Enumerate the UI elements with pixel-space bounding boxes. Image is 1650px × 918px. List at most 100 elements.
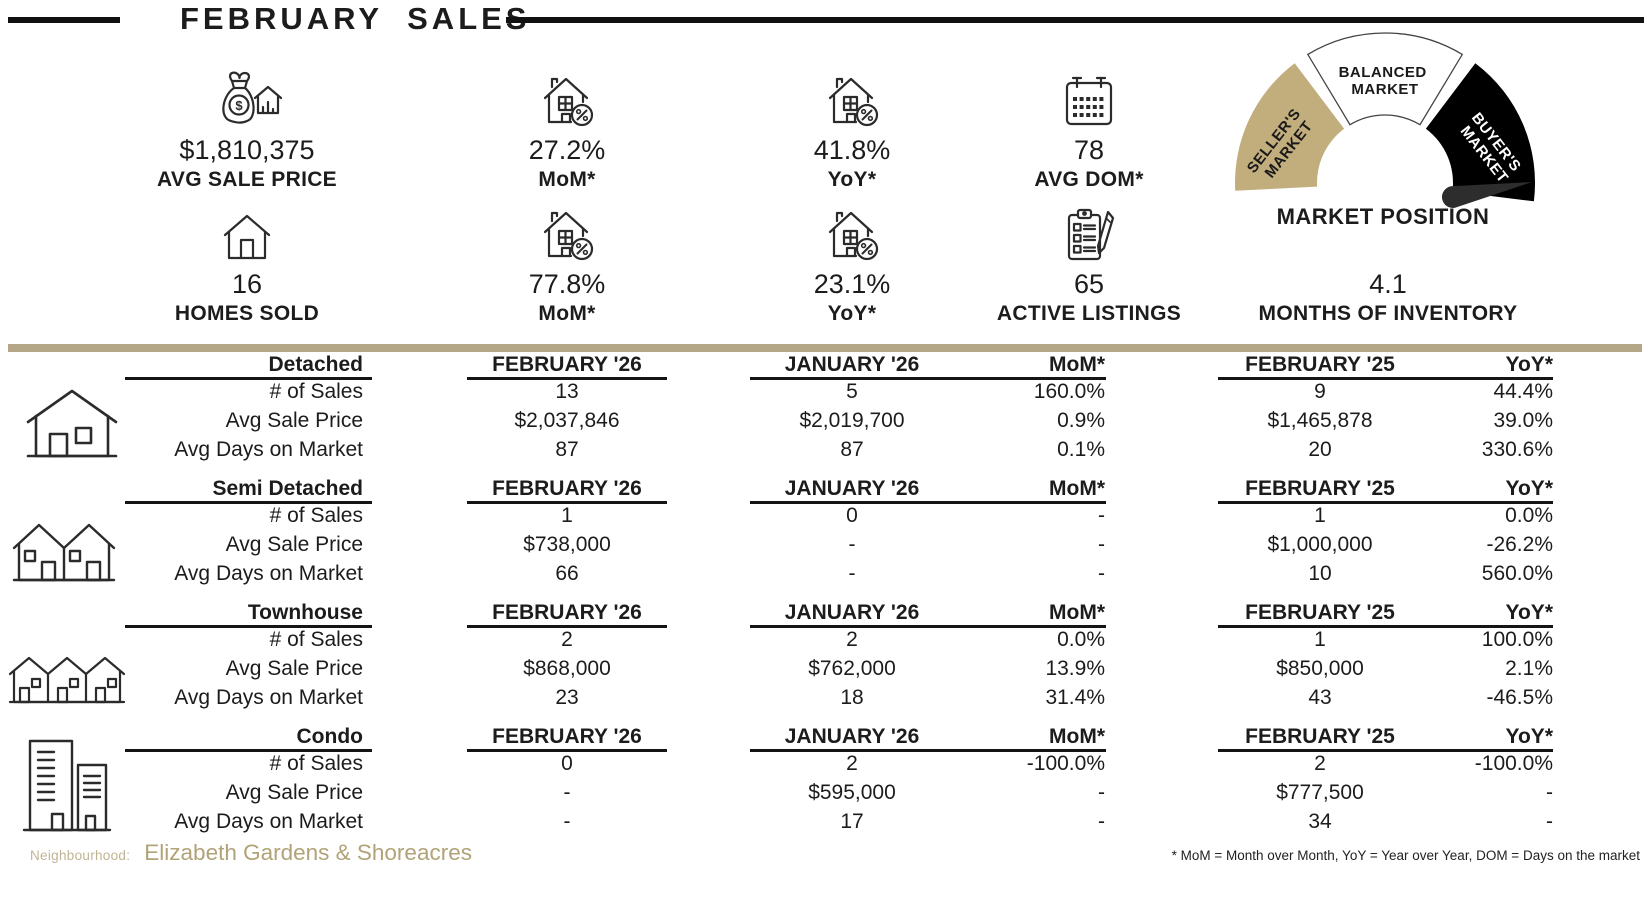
section-title: Semi Detached (212, 477, 363, 500)
row-label: Avg Sale Price (225, 533, 363, 556)
row-label: Avg Days on Market (174, 810, 363, 833)
column-header-feb25: FEBRUARY '25 (1245, 477, 1395, 500)
gauge-title: MARKET POSITION (1276, 204, 1490, 229)
row-label: # of Sales (269, 504, 363, 527)
value-cell-jan26: $762,000 (808, 657, 896, 680)
stat-label: MONTHS OF INVENTORY (1258, 302, 1518, 325)
header-underline (467, 625, 667, 628)
value-cell-feb25: 20 (1308, 438, 1332, 461)
house-percent-icon (447, 66, 687, 130)
stat-label: YoY* (827, 168, 877, 191)
value-cell-mom: - (1098, 533, 1105, 556)
column-header-mom: MoM* (1049, 477, 1105, 500)
value-cell-feb25: 1 (1314, 504, 1326, 527)
column-header-yoy: YoY* (1505, 725, 1553, 748)
column-header-yoy: YoY* (1505, 477, 1553, 500)
stat-homes-sold: 16 HOMES SOLD (127, 200, 367, 327)
value-cell-feb26: $738,000 (523, 533, 611, 556)
row-label: Avg Sale Price (225, 409, 363, 432)
column-header-jan26: JANUARY '26 (784, 601, 920, 624)
stat-label: HOMES SOLD (174, 302, 320, 325)
section-title: Detached (268, 353, 363, 376)
stat-mom-price: 27.2% MoM* (447, 66, 687, 193)
row-label: Avg Days on Market (174, 562, 363, 585)
stat-value: 77.8% (528, 269, 606, 299)
value-cell-feb26: 1 (561, 504, 573, 527)
value-cell-feb26: - (563, 810, 571, 833)
money-bag-house-icon: $ (127, 66, 367, 130)
value-cell-feb25: 10 (1308, 562, 1332, 585)
value-cell-mom: - (1098, 781, 1105, 804)
stat-value: 78 (1073, 135, 1105, 165)
stat-label: MoM* (538, 168, 596, 191)
value-cell-yoy: -26.2% (1486, 533, 1553, 556)
header-underline (125, 377, 372, 380)
table-section-townhouse: Townhouse FEBRUARY '26 JANUARY '26 MoM* FEBR… (0, 600, 1650, 724)
value-cell-mom: 31.4% (1045, 686, 1105, 709)
value-cell-mom: - (1098, 504, 1105, 527)
footnote: * MoM = Month over Month, YoY = Year ove… (1171, 848, 1640, 863)
column-header-jan26: JANUARY '26 (784, 477, 920, 500)
column-header-feb26: FEBRUARY '26 (492, 353, 642, 376)
column-header-feb26: FEBRUARY '26 (492, 477, 642, 500)
value-cell-mom: 0.9% (1057, 409, 1105, 432)
title-rule-left (8, 17, 120, 23)
header-underline (125, 749, 372, 752)
value-cell-feb25: 34 (1308, 810, 1332, 833)
stat-active-listings: 65 ACTIVE LISTINGS (969, 200, 1209, 327)
row-label: # of Sales (269, 380, 363, 403)
house-percent-icon (447, 200, 687, 264)
row-label: # of Sales (269, 752, 363, 775)
header-underline (467, 377, 667, 380)
header-underline (467, 501, 667, 504)
value-cell-yoy: 39.0% (1493, 409, 1553, 432)
value-cell-jan26: 18 (840, 686, 864, 709)
semi-detached-house-icon (12, 518, 116, 591)
value-cell-feb25: 1 (1314, 628, 1326, 651)
stat-value: 16 (231, 269, 263, 299)
value-cell-jan26: 17 (840, 810, 864, 833)
clipboard-pen-icon (969, 200, 1209, 264)
value-cell-feb26: 66 (555, 562, 579, 585)
header-underline (750, 749, 1106, 752)
title-rule-right (506, 17, 1644, 23)
header-underline (750, 501, 1106, 504)
value-cell-jan26: - (848, 562, 856, 585)
row-label: Avg Days on Market (174, 686, 363, 709)
neighbourhood-label: Neighbourhood: (30, 848, 131, 863)
house-icon (127, 200, 367, 264)
value-cell-jan26: 5 (846, 380, 858, 403)
column-header-mom: MoM* (1049, 725, 1105, 748)
header-underline (1218, 625, 1553, 628)
value-cell-feb25: 43 (1308, 686, 1332, 709)
value-cell-jan26: - (848, 533, 856, 556)
value-cell-yoy: 44.4% (1493, 380, 1553, 403)
stat-label: ACTIVE LISTINGS (996, 302, 1182, 325)
value-cell-jan26: $2,019,700 (799, 409, 905, 432)
row-label: Avg Days on Market (174, 438, 363, 461)
gauge-needle (1441, 182, 1532, 209)
value-cell-feb25: $850,000 (1276, 657, 1364, 680)
house-percent-icon (732, 66, 972, 130)
value-cell-mom: - (1098, 562, 1105, 585)
value-cell-feb25: 2 (1314, 752, 1326, 775)
value-cell-feb26: - (563, 781, 571, 804)
condo-icon (22, 738, 112, 841)
column-header-yoy: YoY* (1505, 601, 1553, 624)
market-position-gauge: SELLER'S MARKET BALANCED MARKET BUYER'S … (1213, 24, 1553, 225)
stat-avg-dom: 78 AVG DOM* (969, 66, 1209, 193)
gauge-segment-seller (1234, 63, 1345, 191)
gauge-label-balanced: BALANCED MARKET (1339, 64, 1432, 98)
value-cell-jan26: 2 (846, 752, 858, 775)
value-cell-jan26: 2 (846, 628, 858, 651)
value-cell-feb25: $777,500 (1276, 781, 1364, 804)
header-underline (1218, 749, 1553, 752)
value-cell-yoy: -100.0% (1474, 752, 1553, 775)
value-cell-yoy: -46.5% (1486, 686, 1553, 709)
table-section-semi-detached: Semi Detached FEBRUARY '26 JANUARY '26 MoM*… (0, 476, 1650, 600)
header-underline (1218, 501, 1553, 504)
stat-value: 41.8% (813, 135, 891, 165)
value-cell-yoy: 100.0% (1481, 628, 1553, 651)
column-header-yoy: YoY* (1505, 353, 1553, 376)
column-header-feb25: FEBRUARY '25 (1245, 601, 1395, 624)
